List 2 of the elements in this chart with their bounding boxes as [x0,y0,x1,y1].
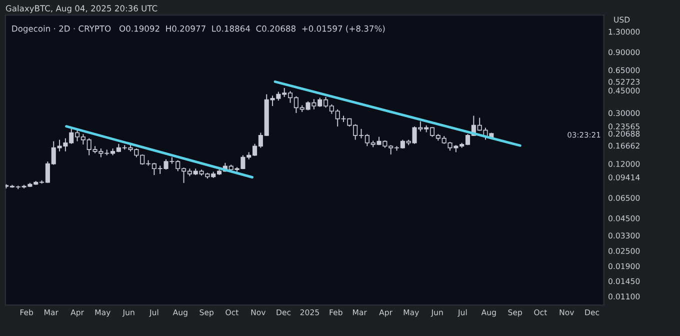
text: Dogecoin · 2D · CRYPTO O0.19092 H0.20977 L0.18864 C0.20688 +0.01597 (+8.37%) [12,25,385,34]
text: GalaxyBTC, Aug 04, 2025 20:36 UTC [6,5,158,14]
